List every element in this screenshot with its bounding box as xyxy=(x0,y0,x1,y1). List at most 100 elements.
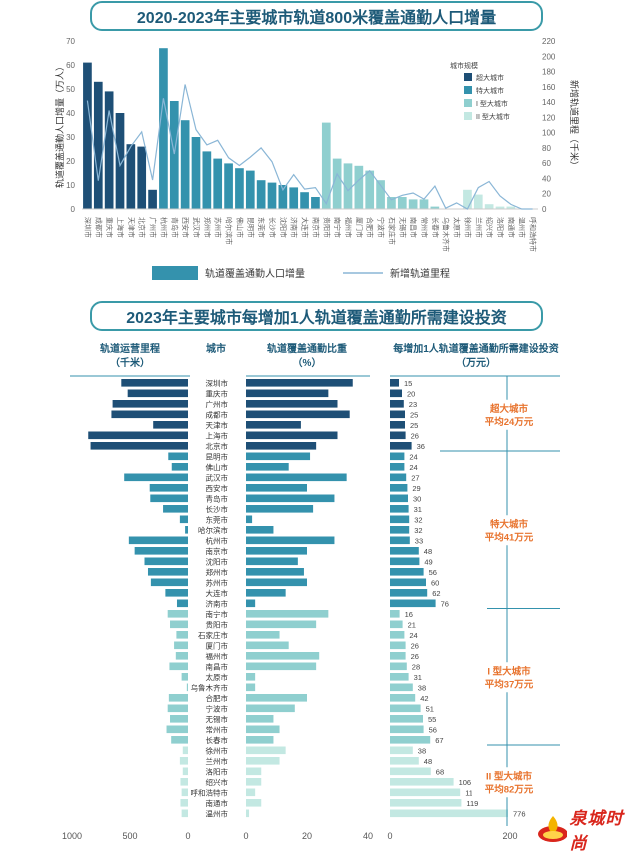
coverage-share-bar xyxy=(246,484,307,492)
rail-length-bar xyxy=(144,557,188,566)
city-label: 南宁市 xyxy=(206,609,229,619)
group-annotation-bg xyxy=(472,767,546,798)
population-bar xyxy=(473,194,483,209)
bottom-legend-line-label: 新增轨道里程 xyxy=(390,267,450,280)
y-tick-label: 50 xyxy=(66,85,75,94)
coverage-share-bar xyxy=(246,715,274,723)
y2-tick-label: 0 xyxy=(542,205,547,214)
population-bar xyxy=(463,189,472,209)
x-tick-label: 绍兴市 xyxy=(485,217,494,238)
investment-bar xyxy=(390,452,405,461)
city-label: 南通市 xyxy=(206,798,229,808)
investment-bar xyxy=(390,494,408,503)
investment-value-label: 49 xyxy=(424,558,432,567)
rail-mileage-line xyxy=(86,84,533,210)
investment-bar xyxy=(390,515,410,524)
coverage-share-bar xyxy=(246,599,256,608)
rail-length-bar xyxy=(176,599,188,608)
investment-bar xyxy=(390,442,412,450)
population-bar xyxy=(506,206,516,209)
coverage-share-bar xyxy=(246,725,280,734)
rail-length-bar xyxy=(174,641,188,650)
rail-length-bar xyxy=(182,767,188,776)
investment-value-label: 32 xyxy=(414,526,422,535)
y-axis-label: 轨道覆盖通勤人口增量（万人） xyxy=(54,62,65,188)
x-tick-label: 沈阳市 xyxy=(279,217,288,238)
share-axis-tick: 0 xyxy=(243,831,248,841)
city-label: 徐州市 xyxy=(206,746,229,756)
investment-bar xyxy=(390,431,406,440)
population-bar xyxy=(267,182,277,209)
rail-length-bar xyxy=(167,704,188,713)
investment-value-label: 33 xyxy=(415,537,423,546)
y2-tick-label: 160 xyxy=(542,83,556,92)
population-bar xyxy=(397,197,407,209)
city-label: 沈阳市 xyxy=(206,557,229,567)
investment-value-label: 48 xyxy=(424,757,432,766)
flame-logo-icon xyxy=(538,816,568,842)
x-tick-label: 青岛市 xyxy=(170,217,179,238)
city-label: 无锡市 xyxy=(206,714,229,724)
rail-length-bar xyxy=(124,473,188,482)
city-label: 广州市 xyxy=(206,399,229,409)
city-label: 东莞市 xyxy=(206,515,229,525)
investment-bar xyxy=(390,809,508,818)
investment-value-label: 42 xyxy=(420,694,428,703)
investment-value-label: 16 xyxy=(405,610,413,619)
coverage-share-bar xyxy=(246,536,335,545)
rail-length-bar xyxy=(128,536,188,545)
rail-length-bar xyxy=(163,505,188,513)
city-label: 苏州市 xyxy=(206,578,229,588)
y-tick-label: 0 xyxy=(71,205,76,214)
investment-value-label: 24 xyxy=(409,631,417,640)
population-bar xyxy=(354,165,364,209)
rail-axis-tick: 0 xyxy=(185,831,190,841)
y2-tick-label: 100 xyxy=(542,129,556,138)
population-bar xyxy=(235,168,244,209)
x-tick-label: 西安市 xyxy=(181,217,190,238)
coverage-share-bar xyxy=(246,410,350,419)
population-bar xyxy=(365,170,375,209)
population-bar xyxy=(278,185,288,209)
group-name-label: I 型大城市 xyxy=(487,665,531,677)
investment-value-label: 24 xyxy=(409,463,417,472)
investment-value-label: 20 xyxy=(407,390,415,399)
investment-bar xyxy=(390,715,423,723)
legend-swatch xyxy=(464,112,472,120)
city-label: 昆明市 xyxy=(206,452,229,462)
investment-bar xyxy=(390,589,428,597)
coverage-share-bar xyxy=(246,620,317,629)
rail-length-bar xyxy=(170,715,188,723)
rail-length-bar xyxy=(182,746,188,755)
column-header: （万元） xyxy=(456,356,496,369)
legend-swatch xyxy=(464,73,472,81)
coverage-share-bar xyxy=(246,799,262,807)
x-tick-label: 北京市 xyxy=(138,217,147,238)
investment-bar xyxy=(390,641,406,650)
x-tick-label: 无锡市 xyxy=(398,217,407,238)
investment-bar xyxy=(390,557,420,566)
rail-axis-tick: 1000 xyxy=(62,831,82,841)
column-header: 轨道覆盖通勤比重 xyxy=(267,342,347,355)
investment-bar xyxy=(390,620,403,629)
coverage-share-bar xyxy=(246,694,307,702)
rail-length-bar xyxy=(111,410,188,419)
coverage-share-bar xyxy=(246,641,289,650)
population-bar xyxy=(245,170,255,209)
rail-length-bar xyxy=(181,673,188,681)
rail-length-bar xyxy=(127,389,188,398)
city-label: 洛阳市 xyxy=(206,767,229,777)
x-tick-label: 兰州市 xyxy=(474,217,483,238)
investment-bar xyxy=(390,505,409,513)
coverage-share-bar xyxy=(246,379,353,387)
rail-length-bar xyxy=(134,547,188,555)
y2-tick-label: 120 xyxy=(542,113,556,122)
city-label: 哈尔滨市 xyxy=(198,525,228,535)
column-header: 每增加1人轨道覆盖通勤所需建设投资 xyxy=(393,342,559,355)
coverage-share-bar xyxy=(246,515,253,524)
investment-value-label: 68 xyxy=(436,768,444,777)
investment-bar xyxy=(390,788,461,797)
investment-bar xyxy=(390,578,426,587)
population-bar xyxy=(224,163,233,209)
city-label: 南京市 xyxy=(206,546,229,556)
